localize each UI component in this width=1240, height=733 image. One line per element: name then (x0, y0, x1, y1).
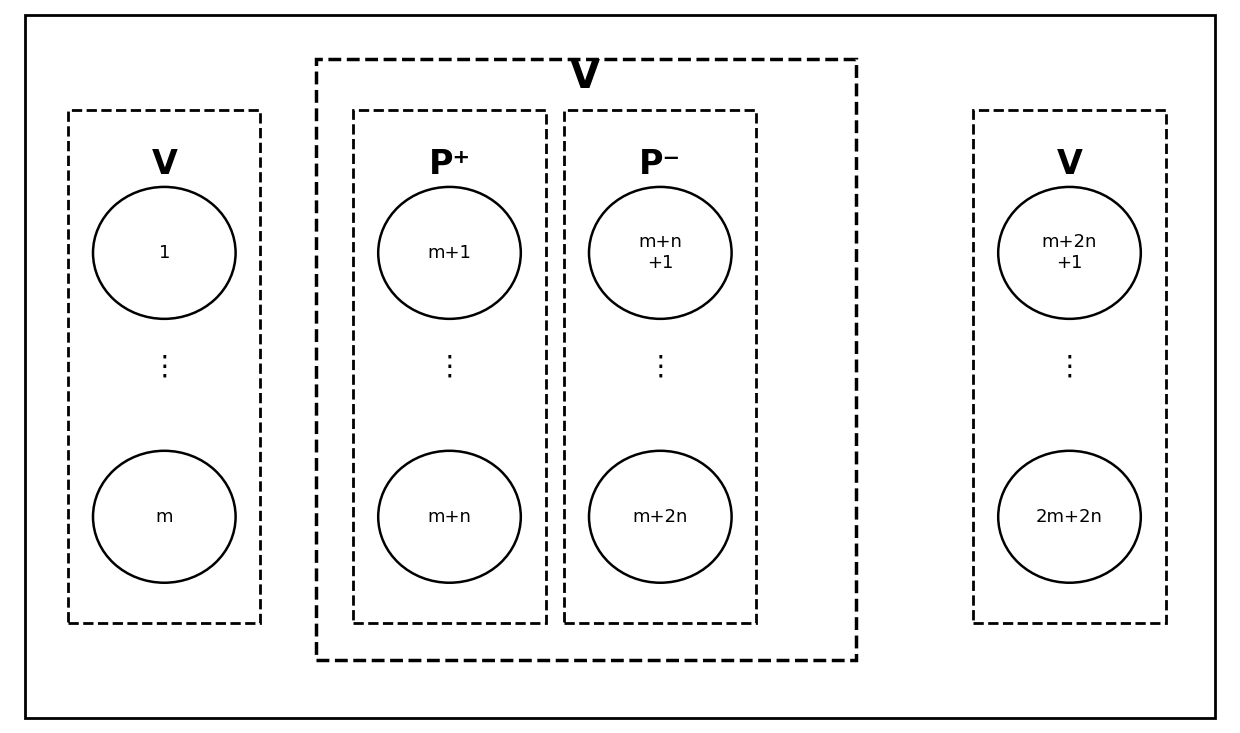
Text: m+2n
+1: m+2n +1 (1042, 234, 1097, 272)
Ellipse shape (589, 187, 732, 319)
Text: ⋮: ⋮ (646, 353, 675, 380)
Text: ⋮: ⋮ (435, 353, 464, 380)
Ellipse shape (378, 187, 521, 319)
Text: P⁻: P⁻ (640, 148, 681, 182)
Ellipse shape (998, 187, 1141, 319)
Bar (353, 110, 546, 623)
Text: ⋮: ⋮ (150, 353, 179, 380)
Text: 1: 1 (159, 244, 170, 262)
Text: m+2n: m+2n (632, 508, 688, 526)
Bar (316, 59, 856, 660)
Text: ⋮: ⋮ (1055, 353, 1084, 380)
Text: m: m (155, 508, 174, 526)
Ellipse shape (998, 451, 1141, 583)
Text: 2m+2n: 2m+2n (1037, 508, 1102, 526)
Ellipse shape (378, 451, 521, 583)
Ellipse shape (589, 451, 732, 583)
Text: P⁺: P⁺ (429, 148, 470, 182)
Text: V: V (151, 148, 177, 182)
Ellipse shape (93, 187, 236, 319)
Text: m+1: m+1 (428, 244, 471, 262)
Bar (973, 110, 1166, 623)
Bar (68, 110, 260, 623)
Text: V: V (1056, 148, 1083, 182)
Bar (564, 110, 756, 623)
Text: V: V (570, 58, 600, 96)
Text: m+n
+1: m+n +1 (639, 234, 682, 272)
Ellipse shape (93, 451, 236, 583)
Text: m+n: m+n (428, 508, 471, 526)
